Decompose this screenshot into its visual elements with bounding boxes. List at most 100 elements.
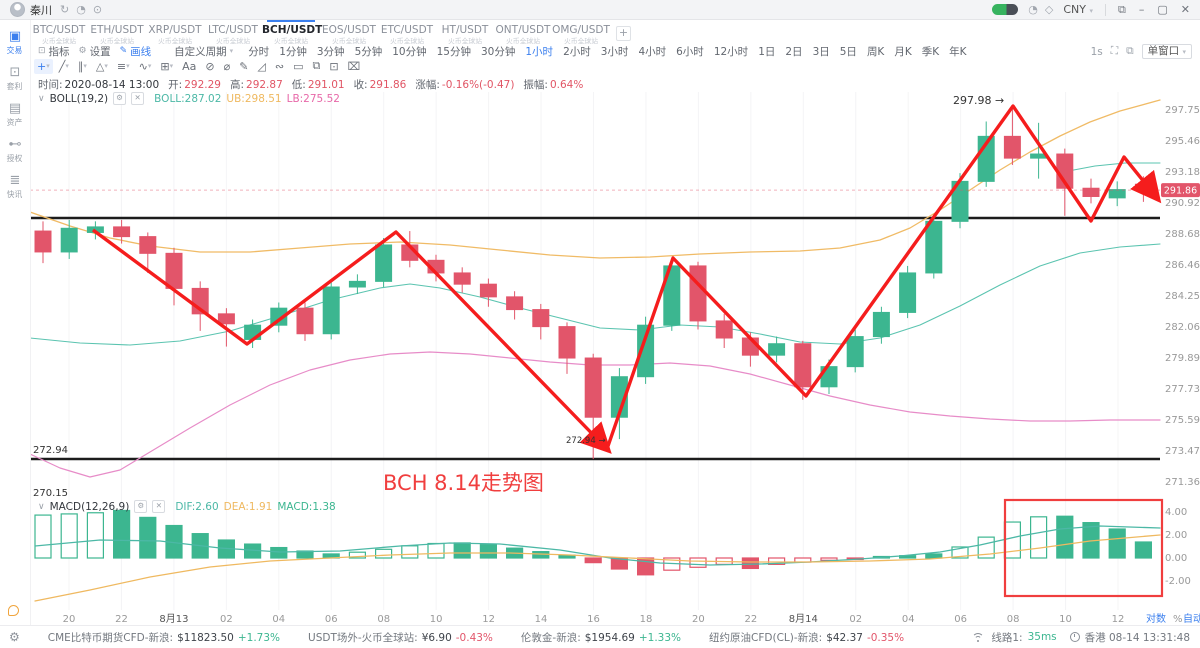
tab-ONT/USDT[interactable]: ONT/USDT 火币全球站: [494, 20, 552, 47]
close-icon[interactable]: ✕: [1180, 2, 1190, 16]
tool-pencil-icon[interactable]: ✎: [236, 59, 251, 74]
tab-OMG/USDT[interactable]: OMG/USDT 火币全球站: [552, 20, 610, 47]
tab-EOS/USDT[interactable]: EOS/USDT 火币全球站: [320, 20, 378, 47]
trend-annotation-line[interactable]: [91, 228, 612, 454]
fullscreen-icon[interactable]: ⛶: [1110, 45, 1119, 57]
period-2小时[interactable]: 2小时: [563, 45, 591, 58]
period-2日[interactable]: 2日: [785, 45, 803, 58]
user-icon-3[interactable]: ⊙: [92, 3, 103, 16]
tool-pattern-grid-icon[interactable]: ⊞ ▾: [157, 59, 176, 74]
sidebar-item-授权[interactable]: ⊷ 授权: [0, 138, 30, 164]
tool-magnet-icon[interactable]: ∾: [272, 59, 287, 74]
macd-close-icon[interactable]: ✕: [152, 500, 166, 513]
user-avatar-icon[interactable]: [10, 2, 25, 17]
gear-icon[interactable]: ⚙: [9, 630, 20, 644]
ohlc-field-0: 开: 292.29: [168, 77, 221, 92]
tool-channel-icon[interactable]: ∥ ▾: [75, 59, 90, 74]
tool-hide-drawings-icon[interactable]: ⊘: [202, 59, 217, 74]
period-1小时[interactable]: 1小时: [525, 45, 554, 58]
indicator-value: UB:298.51: [226, 92, 282, 105]
settings-button[interactable]: ⚙ 设置: [79, 44, 111, 59]
period-3日[interactable]: 3日: [812, 45, 830, 58]
collapse-caret-icon[interactable]: ∨: [38, 93, 45, 104]
tool-measure-icon[interactable]: ◿: [254, 59, 268, 74]
tool-screenshot-icon[interactable]: ⊡: [326, 59, 341, 74]
highlight-box-annotation: [1003, 498, 1164, 598]
time-axis-label: 10: [1059, 614, 1072, 625]
period-30分钟[interactable]: 30分钟: [481, 45, 516, 58]
auto-scale-toggle[interactable]: 自动: [1183, 612, 1200, 625]
titlebar-icon-1[interactable]: ◔: [1028, 3, 1038, 16]
draw-button[interactable]: ✎ 画线: [120, 44, 152, 59]
macd-axis-label: 4.00: [1165, 507, 1187, 518]
period-3小时[interactable]: 3小时: [600, 45, 629, 58]
price-axis-label: 284.25: [1165, 291, 1200, 302]
period-1日[interactable]: 1日: [758, 45, 776, 58]
sidebar-item-交易[interactable]: ▣ 交易: [0, 30, 30, 56]
theme-pill-icon[interactable]: [992, 4, 1019, 15]
tab-LTC/USDT[interactable]: LTC/USDT 火币全球站: [204, 20, 262, 47]
line-label: 线路1:: [991, 631, 1023, 644]
indicator-button[interactable]: ⊡ 指标: [38, 44, 70, 59]
minimize-icon[interactable]: –: [1138, 2, 1145, 16]
log-scale-toggle[interactable]: 对数: [1146, 612, 1166, 625]
glyph: +: [37, 59, 47, 73]
tool-shape-icon[interactable]: △ ▾: [93, 59, 111, 74]
feedback-bubble-icon[interactable]: [8, 605, 19, 616]
period-12小时[interactable]: 12小时: [713, 45, 749, 58]
pair-tabs: BTC/USDT 火币全球站 ETH/USDT 火币全球站 XRP/USDT 火币全球站 L…: [30, 20, 631, 47]
popout-icon[interactable]: ⧉: [1118, 2, 1126, 16]
new-window-icon[interactable]: ⧉: [1126, 45, 1134, 57]
period-3分钟[interactable]: 3分钟: [316, 45, 345, 58]
time-axis-label: 06: [325, 614, 338, 625]
tool-delete-icon[interactable]: ⌧: [345, 59, 364, 74]
period-6小时[interactable]: 6小时: [676, 45, 704, 58]
period-分时[interactable]: 分时: [248, 45, 270, 58]
tab-ETH/USDT[interactable]: ETH/USDT 火币全球站: [88, 20, 146, 47]
tool-text-icon[interactable]: Aa: [179, 59, 199, 74]
tool-fibonacci-icon[interactable]: ≡ ▾: [114, 59, 133, 74]
period-月K[interactable]: 月K: [894, 45, 912, 58]
period-季K[interactable]: 季K: [921, 45, 940, 58]
period-周K[interactable]: 周K: [866, 45, 885, 58]
period-5日[interactable]: 5日: [839, 45, 857, 58]
collapse-caret-icon[interactable]: ∨: [38, 501, 45, 512]
trend-annotation-line[interactable]: [605, 104, 1162, 450]
tool-copy-icon[interactable]: ⧉: [310, 59, 324, 74]
boll-close-icon[interactable]: ✕: [131, 92, 145, 105]
tab-XRP/USDT[interactable]: XRP/USDT 火币全球站: [146, 20, 204, 47]
user-icon-1[interactable]: ↻: [60, 3, 70, 16]
period-10分钟[interactable]: 10分钟: [392, 45, 427, 58]
tool-crosshair-icon[interactable]: + ▾: [34, 58, 53, 74]
user-icon-2[interactable]: ◔: [76, 3, 86, 16]
period-1分钟[interactable]: 1分钟: [279, 45, 307, 58]
macd-settings-icon[interactable]: ⚙: [134, 500, 148, 513]
currency-select[interactable]: CNY ▾: [1063, 3, 1093, 16]
tool-trend-line-icon[interactable]: ╱ ▾: [56, 59, 72, 74]
period-4小时[interactable]: 4小时: [638, 45, 667, 58]
boll-values: BOLL:287.02 UB:298.51 LB:275.52: [149, 93, 340, 105]
custom-period-select[interactable]: 自定义周期 ▾: [174, 44, 233, 59]
macd-bar: [479, 544, 497, 559]
boll-settings-icon[interactable]: ⚙: [113, 92, 127, 105]
add-tab-button[interactable]: +: [616, 26, 631, 41]
sidebar-item-快讯[interactable]: ≣ 快讯: [0, 174, 30, 200]
tool-rectangle-icon[interactable]: ▭: [290, 59, 306, 74]
period-年K[interactable]: 年K: [949, 45, 967, 58]
tab-HT/USDT[interactable]: HT/USDT 火币全球站: [436, 20, 494, 47]
period-15分钟[interactable]: 15分钟: [436, 45, 471, 58]
tab-BTC/USDT[interactable]: BTC/USDT 火币全球站: [30, 20, 88, 47]
tab-ETC/USDT[interactable]: ETC/USDT 火币全球站: [378, 20, 436, 47]
candle: [794, 343, 812, 388]
period-5分钟[interactable]: 5分钟: [354, 45, 383, 58]
sidebar-item-套利[interactable]: ⊡ 套利: [0, 66, 30, 92]
tool-wave-icon[interactable]: ∿ ▾: [136, 59, 155, 74]
window-mode-select[interactable]: 单窗口 ▾: [1141, 44, 1192, 59]
titlebar-icon-2[interactable]: ◇: [1044, 3, 1054, 16]
tab-BCH/USDT[interactable]: BCH/USDT 火币全球站: [262, 20, 322, 47]
percent-scale-toggle[interactable]: %: [1173, 614, 1183, 625]
sidebar-item-资产[interactable]: ▤ 资产: [0, 102, 30, 128]
tool-clear-marks-icon[interactable]: ⌀: [221, 59, 234, 74]
maximize-icon[interactable]: ▢: [1157, 2, 1168, 16]
glyph: ╱: [58, 59, 66, 73]
